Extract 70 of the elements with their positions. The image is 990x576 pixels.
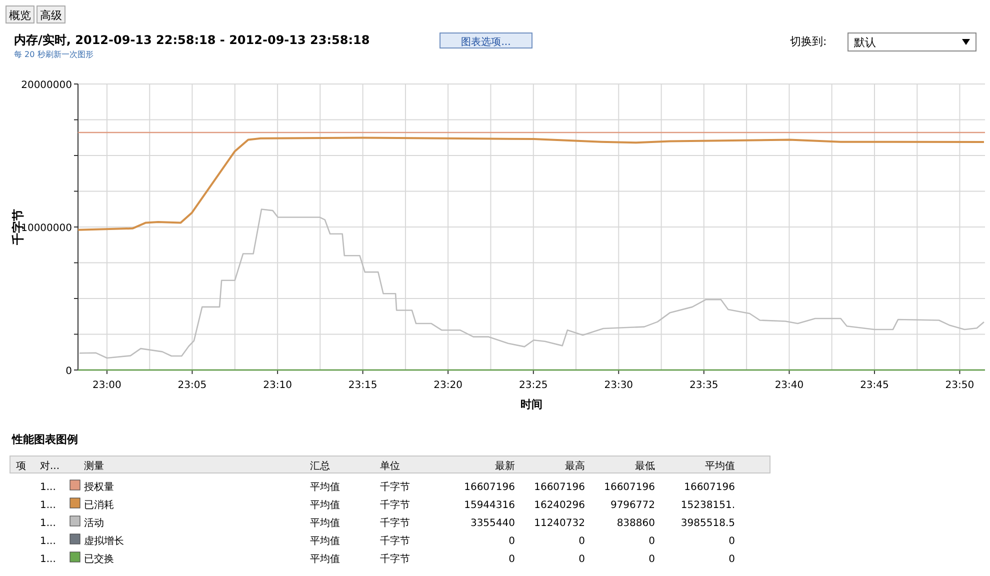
text: 16607196 — [534, 482, 585, 493]
text: 最低 — [635, 461, 655, 472]
text: 0 — [728, 536, 735, 547]
text: 性能图表图例 — [11, 433, 78, 446]
text: 0 — [648, 554, 655, 565]
text: 16607196 — [604, 482, 655, 493]
text: 0 — [508, 554, 515, 565]
dropdown-field: 默认 — [848, 32, 976, 52]
legend-label: 授权量 — [84, 481, 114, 493]
options-button: 图表选项... — [440, 32, 532, 48]
x-tick-label: 23:20 — [434, 380, 462, 391]
x-tick-label: 23:45 — [860, 380, 889, 391]
text: 千字节 — [380, 499, 410, 511]
tab-buttons: 概览 高级 — [6, 6, 66, 24]
text: 15944316 — [464, 500, 515, 511]
text: 平均值 — [310, 535, 340, 547]
text: 0 — [578, 536, 585, 547]
text: 0 — [508, 536, 515, 547]
text: 切换到: — [790, 35, 827, 48]
x-tick-label: 23:05 — [178, 380, 207, 391]
text: 测量 — [84, 460, 104, 472]
text: 0 — [578, 554, 585, 565]
text: 平均值 — [310, 517, 340, 529]
chart-title: 内存/实时, 2012-09-13 22:58:18 - 2012-09-13 23:58:18 — [14, 33, 370, 47]
text: 最高 — [565, 460, 585, 472]
text: 最新 — [495, 460, 515, 472]
legend-label: 已交换 — [84, 553, 114, 565]
text: 0 — [648, 536, 655, 547]
text: 平均值 — [705, 460, 735, 472]
text: 平均值 — [310, 553, 340, 565]
x-tick-label: 23:25 — [518, 380, 548, 391]
text: 对... — [40, 460, 60, 472]
text: 11240732 — [534, 518, 585, 529]
text: 16607196 — [464, 482, 515, 493]
text: 15238151. — [680, 500, 735, 511]
x-tick-label: 23:15 — [348, 380, 378, 391]
legend-label: 活动 — [84, 517, 104, 529]
text: 项 — [16, 461, 26, 472]
text: 3355440 — [470, 518, 515, 529]
text: 汇总 — [310, 460, 330, 472]
text: 千字节 — [380, 517, 410, 529]
x-tick-label: 23:10 — [263, 380, 292, 391]
x-tick-label: 23:50 — [945, 380, 974, 391]
text: 3985518.5 — [680, 518, 735, 529]
text: 1... — [40, 518, 56, 529]
text: 平均值 — [310, 499, 340, 511]
y-tick-label: 0 — [66, 366, 72, 377]
text: 16607196 — [684, 482, 735, 493]
text: 千字节 — [380, 481, 410, 493]
text: 1... — [40, 500, 56, 511]
text: 838860 — [616, 518, 655, 529]
y-tick-label: 20000000 — [21, 80, 72, 91]
legend-label: 已消耗 — [84, 499, 114, 511]
x-axis-title: 时间 — [520, 398, 542, 411]
text: 千字节 — [380, 553, 410, 565]
x-tick-label: 23:35 — [689, 380, 718, 391]
text: 1... — [40, 554, 56, 565]
legend-label: 虚拟增长 — [84, 535, 124, 547]
x-tick-label: 23:00 — [92, 380, 122, 391]
text: 单位 — [380, 460, 400, 472]
chart-subtitle: 每 20 秒刷新一次图形 — [14, 50, 94, 59]
x-tick-label: 23:30 — [604, 380, 634, 391]
text: 0 — [728, 554, 735, 565]
text: 16240296 — [534, 500, 585, 511]
text: 9796772 — [610, 500, 655, 511]
text: 千字节 — [380, 535, 410, 547]
text: 1... — [40, 536, 56, 547]
text: 平均值 — [310, 481, 340, 493]
x-tick-label: 23:40 — [774, 380, 804, 391]
text: 1... — [40, 482, 56, 493]
